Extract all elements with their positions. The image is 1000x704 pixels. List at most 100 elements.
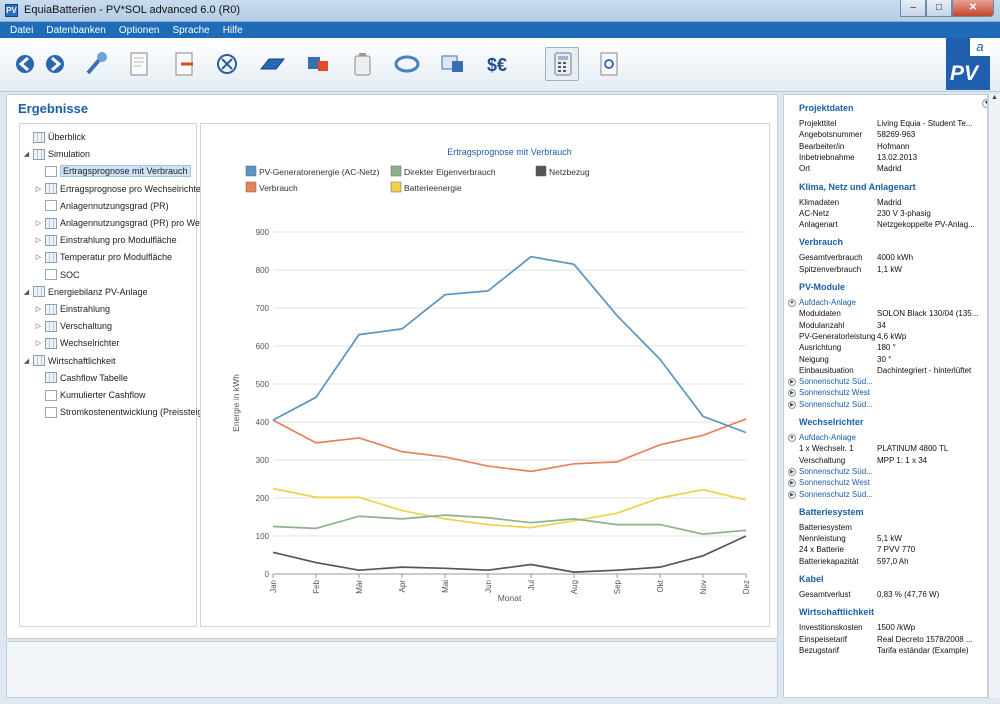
report-button[interactable] <box>592 47 626 81</box>
expand-icon[interactable]: ▶ <box>788 378 796 387</box>
section-heading: Kabel <box>799 574 824 584</box>
tree-item[interactable]: ◢ Energiebilanz PV-Anlage <box>22 285 148 299</box>
menu-sprache[interactable]: Sprache <box>172 24 210 36</box>
expand-icon[interactable]: ▶ <box>788 467 796 476</box>
expand-toggle-icon[interactable]: ▷ <box>35 323 42 331</box>
menu-optionen[interactable]: Optionen <box>118 24 160 36</box>
x-tick-label: Dez <box>742 580 751 594</box>
collapse-panel-icon[interactable]: ▼ <box>982 99 987 108</box>
menu-hilfe[interactable]: Hilfe <box>222 24 243 36</box>
chart-page-icon <box>45 389 57 401</box>
tree-item[interactable]: ▷ Temperatur pro Modulfläche <box>34 250 172 264</box>
row-value: Real Decreto 1578/2008 ... <box>877 634 973 644</box>
summary-row: Batteriesystem <box>799 523 987 534</box>
row-value: MPP 1: 1 x 34 <box>877 455 928 465</box>
battery-button[interactable] <box>345 47 379 81</box>
subsection-link[interactable]: Aufdach-Anlage <box>799 298 856 307</box>
tree-item[interactable]: Überblick <box>22 130 86 144</box>
tree-item[interactable]: ▷ Verschaltung <box>34 319 112 333</box>
series-line-1 <box>272 514 747 535</box>
row-key: Gesamtverbrauch <box>799 253 863 263</box>
tree-item[interactable]: SOC <box>34 268 80 282</box>
subsection-link[interactable]: Sonnenschutz West <box>799 388 871 398</box>
scroll-up-icon[interactable]: ▲ <box>991 94 998 101</box>
currency-button[interactable]: $€ <box>482 47 516 81</box>
expand-icon[interactable]: ▶ <box>788 479 796 488</box>
subsection-link[interactable]: Aufdach-Anlage <box>799 433 856 442</box>
close-button[interactable]: ✕ <box>952 0 994 17</box>
cable-button[interactable] <box>390 47 424 81</box>
expand-toggle-icon[interactable]: ◢ <box>23 151 30 159</box>
tree-item[interactable]: ▷ Anlagennutzungsgrad (PR) pro Wech <box>34 216 209 230</box>
tree-item[interactable]: ◢ Wirtschaftlichkeit <box>22 354 116 368</box>
inverter-button[interactable] <box>300 47 334 81</box>
summary-row: 24 x Batterie 7 PVV 770 <box>799 545 987 556</box>
row-value: 34 <box>877 320 886 330</box>
summary-row: Gesamtverlust 0,83 % (47,76 W) <box>799 590 987 601</box>
solar-panel-button[interactable] <box>255 47 289 81</box>
tree-item[interactable]: ▷ Ertragsprognose pro Wechselrichter <box>34 182 204 196</box>
row-key: Einspeisetarif <box>799 634 848 644</box>
menu-datenbanken[interactable]: Datenbanken <box>46 24 106 36</box>
tree-item[interactable]: Cashflow Tabelle <box>34 371 128 385</box>
x-axis-label: Monat <box>498 593 522 603</box>
expand-toggle-icon[interactable]: ▷ <box>35 254 42 262</box>
collapse-icon[interactable]: ▼ <box>788 434 796 442</box>
document-export-button[interactable] <box>167 47 201 81</box>
expand-toggle-icon[interactable]: ▷ <box>35 306 42 313</box>
tree-item[interactable]: Stromkostenentwicklung (Preissteig <box>34 405 203 419</box>
wrench-button[interactable] <box>80 47 114 81</box>
arrow-left-button[interactable] <box>8 47 42 81</box>
expand-icon[interactable]: ▶ <box>788 490 796 499</box>
expand-toggle-icon[interactable]: ▷ <box>35 185 42 193</box>
subsection-link[interactable]: Sonnenschutz Süd... <box>799 399 873 409</box>
row-value: 4,6 kWp <box>877 331 907 341</box>
circle-x-button[interactable] <box>210 47 244 81</box>
summary-row: Bezugstarif Tarifa estándar (Example) <box>799 646 987 657</box>
row-key: Bezugstarif <box>799 645 840 655</box>
row-value: 58269-963 <box>877 130 916 140</box>
document-button[interactable] <box>122 47 156 81</box>
collapse-icon[interactable]: ▼ <box>788 299 796 307</box>
legend-label: PV-Generatorenergie (AC-Netz) <box>259 167 380 177</box>
row-value: 0,83 % (47,76 W) <box>877 590 940 599</box>
tree-item[interactable]: ▷ Einstrahlung pro Modulfläche <box>34 233 177 247</box>
legend-swatch <box>535 165 547 177</box>
subsection-link[interactable]: Sonnenschutz Süd... <box>799 466 873 476</box>
title-bar: PV EquiaBatterien - PV*SOL advanced 6.0 … <box>0 0 1000 22</box>
tree-item-label: Anlagennutzungsgrad (PR) pro Wech <box>60 218 210 228</box>
expand-icon[interactable]: ▶ <box>788 389 796 398</box>
expand-toggle-icon[interactable]: ◢ <box>23 288 30 296</box>
table-page-icon <box>45 217 57 229</box>
minimize-button[interactable]: – <box>900 0 926 17</box>
expand-toggle-icon[interactable]: ▷ <box>35 220 42 227</box>
row-value: 13.02.2013 <box>877 152 918 162</box>
row-value: 180 ° <box>877 343 896 353</box>
tree-item[interactable]: Anlagennutzungsgrad (PR) <box>34 199 169 213</box>
expand-toggle-icon[interactable]: ▷ <box>35 237 42 245</box>
panel-scrollbar[interactable]: ▲ <box>988 94 1000 698</box>
monitor-button[interactable] <box>435 47 469 81</box>
tree-item[interactable]: ▷ Einstrahlung <box>34 302 110 316</box>
subsection-link[interactable]: Sonnenschutz Süd... <box>799 377 873 387</box>
legend-swatch <box>245 165 257 177</box>
subsection-link[interactable]: Sonnenschutz Süd... <box>799 489 873 499</box>
calculator-button[interactable] <box>545 47 579 81</box>
summary-row: 1 x Wechselr. 1 PLATINUM 4800 TL <box>799 444 987 455</box>
menu-datei[interactable]: Datei <box>10 24 34 36</box>
row-value: PLATINUM 4800 TL <box>877 444 949 454</box>
tree-item[interactable]: ◢ Simulation <box>22 147 90 161</box>
tree-item[interactable]: ▷ Wechselrichter <box>34 336 119 350</box>
arrow-right-button[interactable] <box>38 47 72 81</box>
row-value: Tarifa estándar (Example) <box>877 645 969 655</box>
maximize-button[interactable]: □ <box>926 0 952 17</box>
y-tick-label: 400 <box>256 418 270 427</box>
summary-row: PV-Generatorleistung 4,6 kWp <box>799 332 987 343</box>
x-tick-label: Nov <box>699 580 708 594</box>
expand-icon[interactable]: ▶ <box>788 400 796 409</box>
tree-item[interactable]: Kumulierter Cashflow <box>34 388 146 402</box>
subsection-link[interactable]: Sonnenschutz West <box>799 478 871 488</box>
tree-item[interactable]: Ertragsprognose mit Verbrauch <box>34 164 191 178</box>
expand-toggle-icon[interactable]: ◢ <box>23 357 30 365</box>
expand-toggle-icon[interactable]: ▷ <box>35 340 42 348</box>
